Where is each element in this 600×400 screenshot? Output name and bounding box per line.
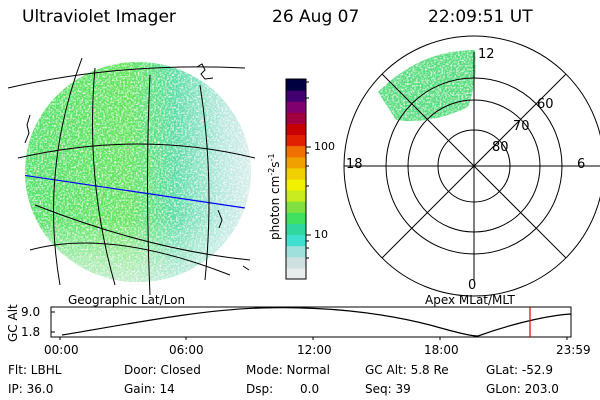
colorbar-band	[286, 123, 306, 136]
colorbar-tick-100: 100	[314, 140, 335, 153]
altitude-curve	[61, 307, 572, 337]
colorbar-band	[286, 201, 306, 213]
mlt-label-12: 12	[478, 47, 495, 62]
mlt-label-0: 0	[468, 278, 477, 293]
info-seq: Seq: 39	[365, 382, 411, 396]
colorbar-band	[286, 101, 306, 113]
apex-label: Apex MLat/MLT	[425, 293, 515, 307]
colorbar-band	[286, 267, 306, 280]
time-tick-1200: 12:00	[297, 343, 332, 357]
geographic-grid	[7, 57, 256, 296]
info-gain: Gain: 14	[124, 382, 175, 396]
time-tick-2359: 23:59	[556, 343, 591, 357]
colorbar-band	[286, 90, 306, 102]
info-glat: GLat: -52.9	[486, 363, 553, 377]
colorbar-band	[286, 179, 306, 191]
colorbar-band	[286, 256, 306, 269]
coastlines	[24, 63, 250, 271]
colorbar-band	[286, 167, 306, 180]
info-door: Door: Closed	[124, 363, 201, 377]
info-dsp-value: 0.0	[300, 382, 320, 396]
info-gc-alt: GC Alt: 5.8 Re	[365, 363, 449, 377]
info-dsp-label: Dsp:	[246, 382, 274, 396]
mlat-label-80: 80	[492, 140, 509, 155]
colorbar-band	[286, 245, 306, 258]
geographic-label: Geographic Lat/Lon	[68, 293, 186, 307]
geographic-disk	[25, 62, 251, 282]
equator-line	[25, 174, 251, 210]
altitude-frame	[50, 306, 572, 338]
colorbar-band	[286, 223, 306, 236]
colorbar-band	[286, 134, 306, 147]
mlt-label-6: 6	[577, 157, 586, 172]
colorbar-band	[286, 156, 306, 169]
colorbar-band	[286, 190, 306, 202]
altitude-ylabel: GC Alt	[6, 304, 20, 342]
info-mode: Mode: Normal	[246, 363, 330, 377]
altitude-ytick-1-8: 1.8	[21, 325, 41, 339]
time-tick-0600: 06:00	[169, 343, 204, 357]
mlt-label-18: 18	[346, 157, 363, 172]
instrument-title: Ultraviolet Imager	[22, 7, 176, 27]
colorbar-band	[286, 145, 306, 158]
colorbar-band	[286, 112, 306, 124]
colorbar-band	[286, 234, 306, 247]
info-filter: Flt: LBHL	[8, 363, 62, 377]
colorbar-tick-10: 10	[314, 228, 328, 241]
header-time: 22:09:51 UT	[428, 7, 533, 27]
colorbar-band	[286, 79, 306, 91]
time-tick-0000: 00:00	[44, 343, 79, 357]
mlat-label-60: 60	[537, 97, 554, 112]
altitude-ytick-9: 9.0	[21, 305, 41, 319]
info-ip: IP: 36.0	[8, 382, 54, 396]
header-date: 26 Aug 07	[272, 7, 360, 27]
info-glon: GLon: 203.0	[486, 382, 559, 396]
colorbar-band	[286, 212, 306, 224]
mlat-label-70: 70	[513, 119, 530, 134]
time-tick-1800: 18:00	[424, 343, 459, 357]
